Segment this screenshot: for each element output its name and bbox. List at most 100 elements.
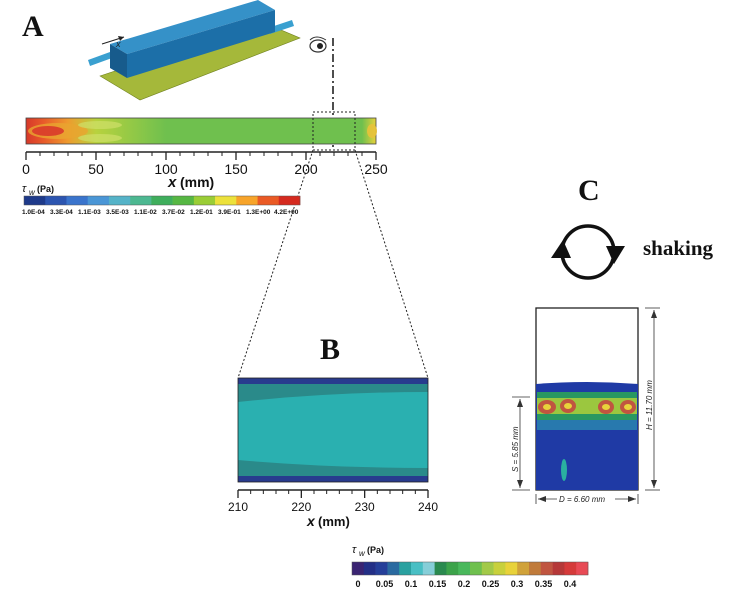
legend-b-swatch: [540, 562, 553, 575]
zoom-panel-frame: [237, 377, 429, 483]
legend-a-label: 1.3E+00: [246, 209, 271, 216]
legend-a-swatch: [215, 196, 237, 205]
dimension-h-label: H = 11.70 mm: [645, 380, 654, 430]
legend-b-swatch: [446, 562, 459, 575]
hotspot-3-core: [602, 404, 610, 410]
legend-a-swatch: [45, 196, 67, 205]
legend-a-swatch: [130, 196, 152, 205]
axis-b: 210 220 230 240 x (mm): [228, 489, 438, 529]
pipe-box-side: [110, 44, 127, 78]
strip-band-lower: [78, 134, 122, 142]
legend-b: τ w (Pa) 0 0.05 0.1 0.15 0.2 0.25 0.3 0.35 0.4: [351, 544, 589, 589]
legend-a-swatch: [278, 196, 301, 205]
legend-b-label: 0.35: [535, 579, 553, 589]
hotspot-1-core: [543, 404, 551, 410]
legend-b-swatch: [552, 562, 565, 575]
legend-a-title-sym: τ: [22, 183, 27, 195]
axis-a-label-x: x: [167, 174, 177, 191]
axis-a-tick-label: 100: [154, 161, 178, 177]
axis-a-tick-label: 0: [22, 161, 30, 177]
legend-a-swatch: [151, 196, 173, 205]
zoom-panel-bottom-dark-band: [238, 476, 428, 482]
panel-label-b: B: [320, 333, 341, 366]
legend-a: τ w (Pa) 1.0E-04 3.3E-04 1.1E-03 3.5E-03 1.1…: [22, 183, 301, 216]
dimension-d: D = 6.60 mm: [535, 493, 639, 504]
zoom-panel-bottom-teal-band: [238, 460, 428, 476]
legend-b-swatch: [387, 562, 400, 575]
legend-a-swatch: [172, 196, 195, 205]
axis-b-tick-label: 230: [355, 500, 375, 514]
legend-a-label: 1.1E-03: [78, 209, 101, 216]
pipe-box-top: [110, 0, 275, 54]
panel-label-c: C: [578, 174, 600, 207]
liquid-mid-band: [537, 420, 637, 430]
pipe-box-front: [127, 10, 275, 78]
legend-a-title-unit: (Pa): [37, 184, 54, 194]
legend-a-label: 1.1E-02: [134, 209, 157, 216]
axis-b-tick-label: 210: [228, 500, 248, 514]
axis-b-label-x: x: [306, 513, 316, 529]
strip-hotspot-inner: [32, 126, 64, 136]
axis-b-tick-label: 240: [418, 500, 438, 514]
legend-b-title-sub: w: [359, 549, 366, 558]
legend-b-swatch: [481, 562, 494, 575]
legend-b-swatch: [529, 562, 542, 575]
dimension-d-label: D = 6.60 mm: [559, 495, 605, 504]
axis-a-tick-label: 150: [224, 161, 248, 177]
legend-b-swatch: [470, 562, 483, 575]
liquid-bottom-spot: [561, 459, 567, 481]
panel-label-a: A: [22, 10, 44, 43]
shaking-container: [535, 307, 639, 491]
zoom-box: [312, 111, 356, 151]
legend-a-label: 3.9E-01: [218, 209, 241, 216]
legend-b-swatch: [493, 562, 506, 575]
dimension-s-label: S = 5.85 mm: [511, 426, 520, 472]
strip-band-upper: [78, 121, 122, 129]
legend-b-swatch: [363, 562, 376, 575]
hotspot-2-core: [564, 403, 572, 409]
legend-b-title-unit: (Pa): [367, 545, 384, 555]
legend-a-swatch: [257, 196, 280, 205]
dimension-s: S = 5.85 mm: [511, 396, 530, 491]
legend-a-swatch: [24, 196, 46, 205]
rotation-arrows-icon: [551, 224, 625, 280]
legend-b-label: 0.2: [458, 579, 471, 589]
legend-a-swatch: [66, 196, 88, 205]
pipe-x-arrowhead: [118, 36, 124, 41]
zoom-panel: [237, 377, 429, 483]
legend-b-label: 0.4: [564, 579, 577, 589]
legend-b-swatch: [517, 562, 530, 575]
legend-b-swatch: [411, 562, 424, 575]
zoom-line-right: [354, 149, 429, 379]
axis-a-tick-label: 50: [88, 161, 104, 177]
legend-a-label: 3.3E-04: [50, 209, 73, 216]
legend-b-swatch: [505, 562, 518, 575]
hotspot-4-core: [624, 404, 632, 410]
legend-b-swatch: [434, 562, 447, 575]
legend-a-frame: [23, 195, 301, 206]
axis-a: 0 50 100 150 200 250 x (mm): [22, 151, 388, 191]
legend-b-label: 0.3: [511, 579, 524, 589]
legend-b-label: 0.05: [376, 579, 394, 589]
legend-b-swatch: [399, 562, 412, 575]
zoom-line-left: [237, 149, 314, 379]
eye-icon: [309, 36, 327, 53]
legend-a-label: 3.5E-03: [106, 209, 129, 216]
axis-a-unit: (mm): [180, 174, 214, 190]
legend-b-swatch: [458, 562, 471, 575]
legend-b-swatch: [576, 562, 589, 575]
rotation-arrowhead-left: [551, 240, 571, 258]
legend-a-label: 4.2E+00: [274, 209, 299, 216]
legend-a-title-sub: w: [29, 188, 36, 197]
legend-b-title-sym: τ: [352, 544, 357, 556]
legend-a-swatch: [108, 196, 131, 205]
legend-b-label: 0: [355, 579, 360, 589]
legend-b-label: 0.1: [405, 579, 418, 589]
rotation-arrowhead-right: [606, 246, 625, 264]
legend-a-swatch: [236, 196, 258, 205]
strip-outlet-spot: [367, 124, 377, 138]
pipe-x-label: x: [115, 39, 121, 49]
axis-b-unit: (mm): [318, 514, 350, 529]
legend-b-swatch: [352, 562, 365, 575]
